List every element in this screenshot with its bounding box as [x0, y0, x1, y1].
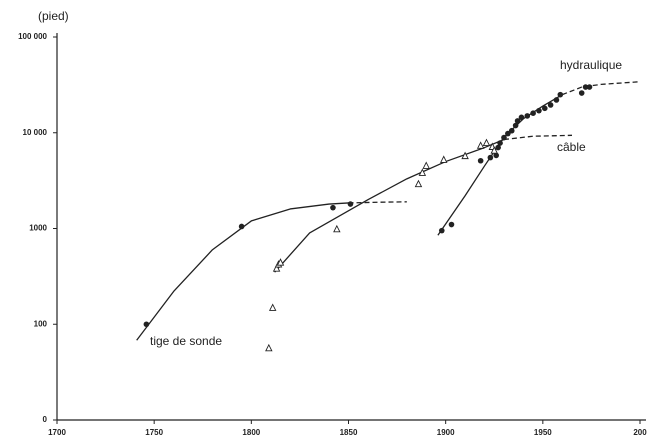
circle-point: [477, 157, 484, 164]
circle-point: [143, 321, 150, 328]
circle-point: [501, 134, 507, 141]
triangle-point: [333, 224, 341, 233]
circle-point: [582, 84, 589, 90]
triangle-point: [461, 151, 469, 160]
circle-point: [536, 107, 542, 114]
circle-point: [547, 102, 554, 108]
circle-point: [487, 154, 494, 161]
annotation: hydraulique: [560, 58, 622, 72]
triangle-point: [418, 168, 427, 176]
triangle-point: [490, 146, 498, 154]
circle-point: [557, 91, 564, 98]
x-tick-label: 1700: [48, 428, 66, 437]
circle-point: [493, 152, 499, 159]
x-tick-label: 1850: [340, 428, 358, 437]
curve: [136, 202, 349, 341]
circle-point: [530, 110, 536, 117]
curve: [274, 138, 505, 273]
circle-point: [578, 90, 585, 96]
triangle-point: [265, 343, 273, 352]
circle-point: [518, 114, 525, 121]
triangle-point: [268, 303, 277, 311]
circle-point: [541, 105, 548, 112]
circle-point: [330, 204, 336, 211]
triangle-point: [422, 161, 430, 169]
dashed-curve: [503, 134, 572, 141]
triangle-point: [476, 141, 485, 149]
x-tick-label: 1800: [242, 428, 260, 437]
x-tick-label: 1950: [534, 428, 552, 437]
circle-point: [505, 130, 511, 137]
dashed-curve: [348, 201, 407, 204]
curve: [437, 94, 563, 236]
y-tick-label: 100: [34, 319, 48, 328]
triangle-point: [439, 155, 448, 163]
circle-point: [495, 144, 501, 151]
dashed-curve: [562, 81, 639, 96]
circle-point: [448, 221, 455, 228]
y-unit: (pied): [38, 9, 69, 23]
triangle-point: [272, 264, 281, 272]
circle-point: [514, 118, 521, 124]
circle-point: [586, 84, 593, 90]
circle-point: [347, 201, 354, 207]
circle-point: [238, 223, 245, 230]
triangle-point: [482, 138, 491, 147]
circle-point: [512, 122, 519, 129]
circle-point: [438, 227, 445, 234]
triangle-point: [276, 258, 285, 266]
y-tick-label: 0: [43, 415, 48, 424]
annotation: tige de sonde: [150, 334, 222, 348]
y-tick-label: 100 000: [18, 32, 47, 41]
circle-point: [497, 140, 503, 146]
x-tick-label: 1900: [437, 428, 455, 437]
y-tick-label: 10 000: [23, 128, 48, 137]
circle-point: [553, 97, 560, 103]
circle-point: [508, 127, 515, 134]
x-tick-label: 200: [633, 428, 647, 437]
x-tick-label: 1750: [145, 428, 163, 437]
circle-point: [524, 113, 531, 119]
triangle-point: [414, 179, 423, 188]
annotation: câble: [557, 140, 586, 154]
y-tick-label: 1000: [29, 224, 47, 233]
